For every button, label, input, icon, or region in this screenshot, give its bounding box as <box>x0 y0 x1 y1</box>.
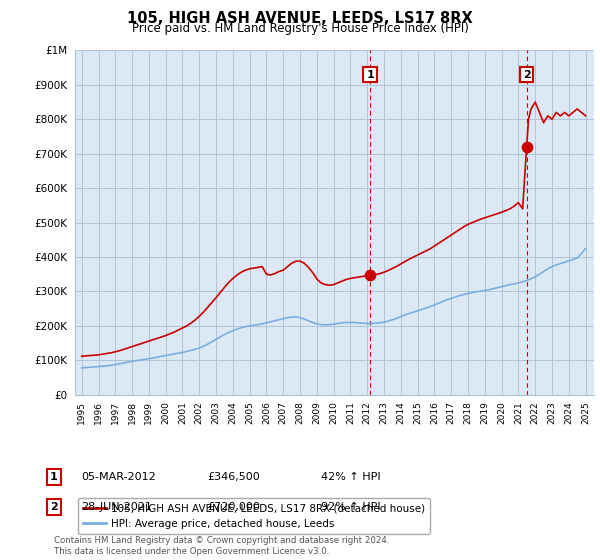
Text: 28-JUN-2021: 28-JUN-2021 <box>81 502 152 512</box>
Text: £346,500: £346,500 <box>207 472 260 482</box>
Text: 1: 1 <box>50 472 58 482</box>
Text: 2: 2 <box>50 502 58 512</box>
Text: Price paid vs. HM Land Registry's House Price Index (HPI): Price paid vs. HM Land Registry's House … <box>131 22 469 35</box>
Text: 1: 1 <box>366 69 374 80</box>
Point <box>365 271 375 280</box>
Text: Contains HM Land Registry data © Crown copyright and database right 2024.
This d: Contains HM Land Registry data © Crown c… <box>54 536 389 556</box>
Text: 92% ↑ HPI: 92% ↑ HPI <box>321 502 380 512</box>
Legend: 105, HIGH ASH AVENUE, LEEDS, LS17 8RX (detached house), HPI: Average price, deta: 105, HIGH ASH AVENUE, LEEDS, LS17 8RX (d… <box>77 498 430 534</box>
Text: £720,000: £720,000 <box>207 502 260 512</box>
Point <box>522 142 532 151</box>
Text: 42% ↑ HPI: 42% ↑ HPI <box>321 472 380 482</box>
Text: 2: 2 <box>523 69 530 80</box>
Text: 05-MAR-2012: 05-MAR-2012 <box>81 472 156 482</box>
Text: 105, HIGH ASH AVENUE, LEEDS, LS17 8RX: 105, HIGH ASH AVENUE, LEEDS, LS17 8RX <box>127 11 473 26</box>
